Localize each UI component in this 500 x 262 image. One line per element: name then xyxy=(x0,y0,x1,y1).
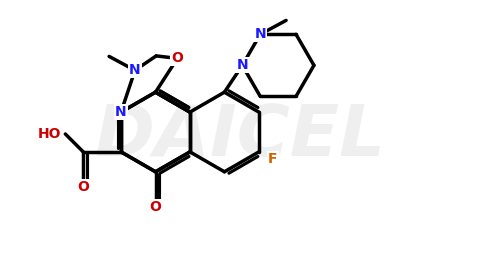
Text: O: O xyxy=(150,200,162,214)
Text: O: O xyxy=(172,51,183,66)
Text: N: N xyxy=(254,27,266,41)
Text: N: N xyxy=(236,58,248,72)
Text: N: N xyxy=(129,63,141,77)
Text: O: O xyxy=(78,180,89,194)
Text: N: N xyxy=(115,105,127,119)
Text: F: F xyxy=(268,152,278,166)
Text: HO: HO xyxy=(38,127,62,141)
Text: DAICEL: DAICEL xyxy=(94,102,386,171)
